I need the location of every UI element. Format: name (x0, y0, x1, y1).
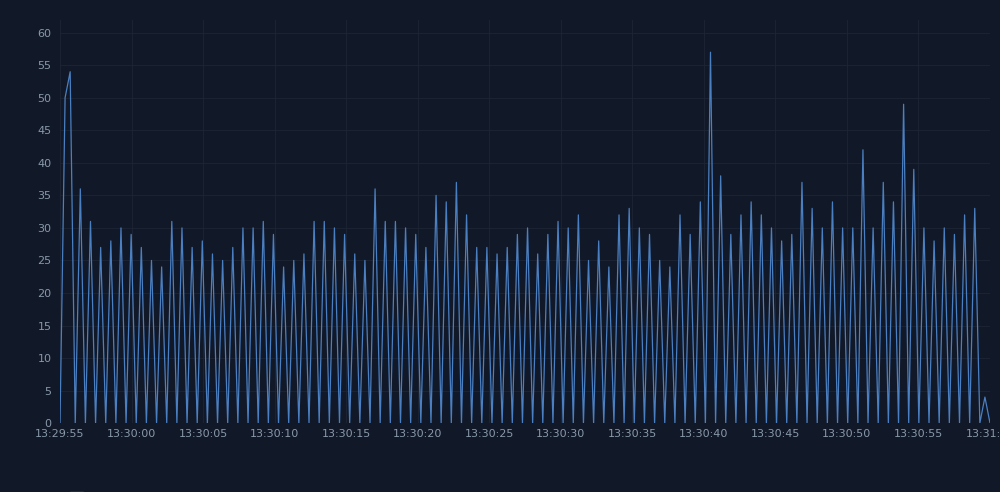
Legend: pct: pct (66, 487, 114, 492)
